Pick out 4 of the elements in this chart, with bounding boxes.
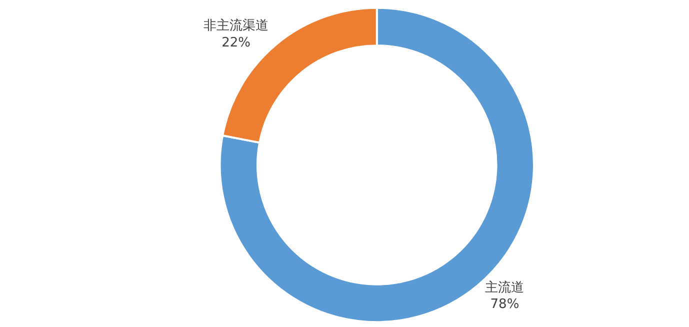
slice-label: 非主流渠道 [204,18,269,34]
slice-label: 主流道 [485,279,524,296]
data-label: 22% [222,36,250,51]
data-label: 78% [490,297,520,312]
